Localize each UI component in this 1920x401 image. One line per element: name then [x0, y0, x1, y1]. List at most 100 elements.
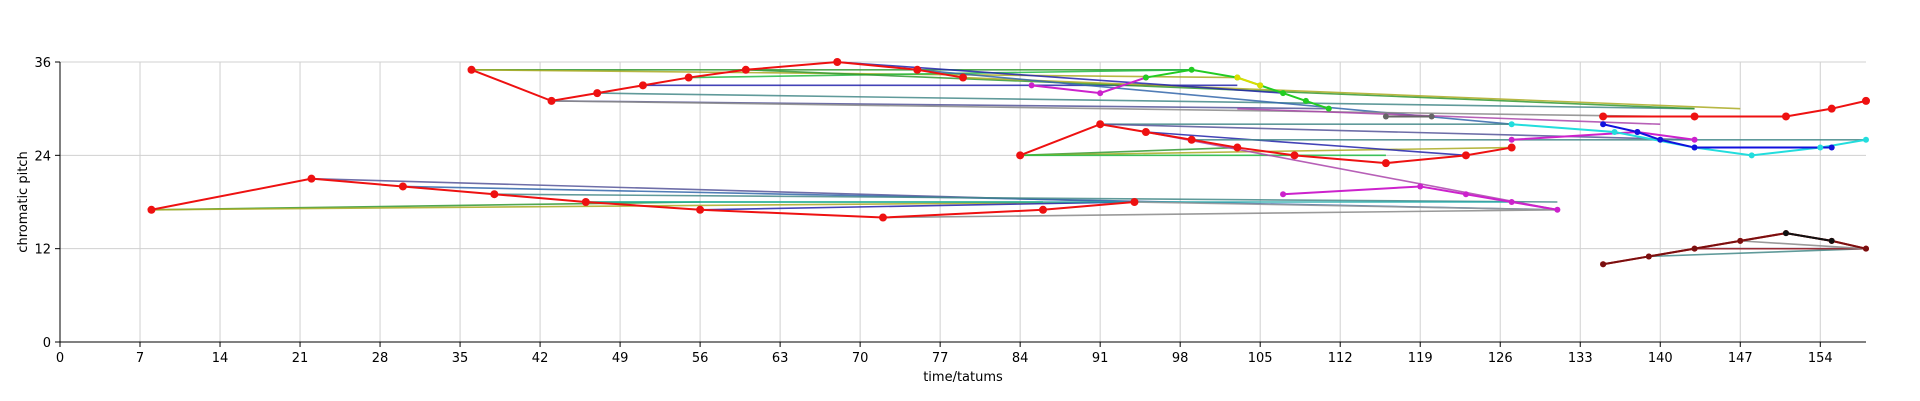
transition-line: [1237, 107, 1661, 126]
series-lines: [151, 60, 1867, 266]
series-line: [1785, 232, 1832, 242]
data-point: [1600, 261, 1607, 268]
data-point: [1325, 105, 1332, 112]
data-point: [307, 174, 316, 183]
data-point: [1302, 97, 1309, 104]
x-tick-label: 0: [56, 351, 64, 366]
data-point: [1141, 128, 1150, 136]
data-point: [1233, 143, 1242, 152]
x-tick-labels: 0 7 14 21 28 35 42 49 56 63 70 77 84 91 98 105 112 119 126…: [56, 351, 1833, 366]
x-tick-label: 49: [612, 351, 629, 366]
transition-line: [882, 208, 1558, 219]
data-point: [1657, 136, 1664, 143]
data-point: [1863, 136, 1869, 143]
transition-line: [837, 61, 1284, 94]
data-point: [1828, 237, 1835, 244]
data-point: [741, 65, 750, 74]
transition-lines: [151, 61, 1867, 258]
data-point: [1611, 129, 1618, 135]
data-point: [1645, 253, 1652, 260]
x-tick-label: 133: [1568, 351, 1593, 366]
data-point: [1748, 152, 1755, 159]
data-point: [1508, 121, 1515, 128]
data-point: [593, 89, 602, 98]
data-point: [490, 190, 499, 199]
data-point: [1187, 135, 1196, 144]
transition-line: [962, 76, 1741, 110]
x-tick-label: 147: [1728, 351, 1753, 366]
x-tick-label: 91: [1092, 351, 1109, 366]
data-point: [1781, 112, 1790, 121]
data-point: [638, 81, 647, 90]
transition-line: [1740, 240, 1867, 250]
x-tick-label: 35: [452, 351, 469, 366]
x-axis-label: time/tatums: [923, 370, 1003, 385]
data-point: [1417, 183, 1424, 190]
data-point: [581, 198, 590, 206]
x-tick-label: 154: [1808, 351, 1833, 366]
data-point: [1381, 159, 1390, 168]
data-point: [1827, 104, 1836, 113]
data-point: [1188, 66, 1195, 73]
data-point: [684, 73, 693, 82]
data-point: [1428, 113, 1435, 120]
x-tick-label: 112: [1328, 351, 1353, 366]
data-point: [1507, 143, 1516, 152]
data-point: [1234, 74, 1241, 81]
data-point: [1280, 90, 1287, 97]
data-point: [1554, 206, 1561, 213]
data-point: [1016, 151, 1025, 160]
series-markers: [147, 58, 1870, 268]
y-tick-label: 12: [34, 243, 51, 258]
transition-line: [597, 92, 1695, 110]
x-tick-label: 63: [772, 351, 789, 366]
data-point: [913, 65, 922, 74]
data-point: [1782, 230, 1789, 237]
data-point: [1028, 82, 1035, 89]
data-point: [467, 65, 476, 74]
x-tick-label: 56: [692, 351, 709, 366]
data-point: [1817, 144, 1824, 151]
data-point: [1382, 113, 1389, 120]
data-point: [1039, 205, 1048, 214]
data-point: [833, 58, 842, 66]
x-tick-label: 70: [852, 351, 869, 366]
data-point: [1508, 136, 1515, 143]
x-tick-label: 105: [1248, 351, 1273, 366]
series-line: [1511, 123, 1867, 157]
data-point: [1280, 191, 1287, 198]
data-point: [1600, 121, 1607, 128]
x-tick-label: 119: [1408, 351, 1433, 366]
transition-line: [1648, 247, 1867, 258]
data-point: [1508, 199, 1515, 205]
data-point: [1461, 151, 1470, 160]
data-point: [547, 96, 556, 105]
x-tick-label: 42: [532, 351, 549, 366]
x-tick-label: 21: [292, 351, 309, 366]
transition-line: [1145, 131, 1558, 211]
data-point: [1863, 245, 1869, 252]
x-tick-label: 84: [1012, 351, 1029, 366]
data-point: [147, 205, 156, 214]
y-tick-label: 36: [34, 56, 51, 71]
x-tick-label: 7: [136, 351, 144, 366]
transition-line: [551, 100, 1661, 118]
y-axis-label: chromatic pitch: [16, 151, 31, 252]
transition-line: [1145, 131, 1466, 157]
x-tick-label: 126: [1488, 351, 1513, 366]
data-point: [1290, 151, 1299, 160]
transition-line: [1100, 123, 1695, 141]
data-point: [1862, 96, 1870, 105]
data-point: [878, 213, 887, 222]
data-point: [1737, 237, 1744, 244]
x-tick-label: 140: [1648, 351, 1673, 366]
x-tick-label: 98: [1172, 351, 1189, 366]
x-tick-label: 14: [212, 351, 229, 366]
x-tick-label: 77: [932, 351, 949, 366]
data-point: [1691, 136, 1698, 143]
data-point: [1690, 112, 1699, 121]
data-point: [1634, 129, 1641, 135]
series-line: [1019, 123, 1512, 165]
y-tick-label: 24: [34, 149, 51, 164]
